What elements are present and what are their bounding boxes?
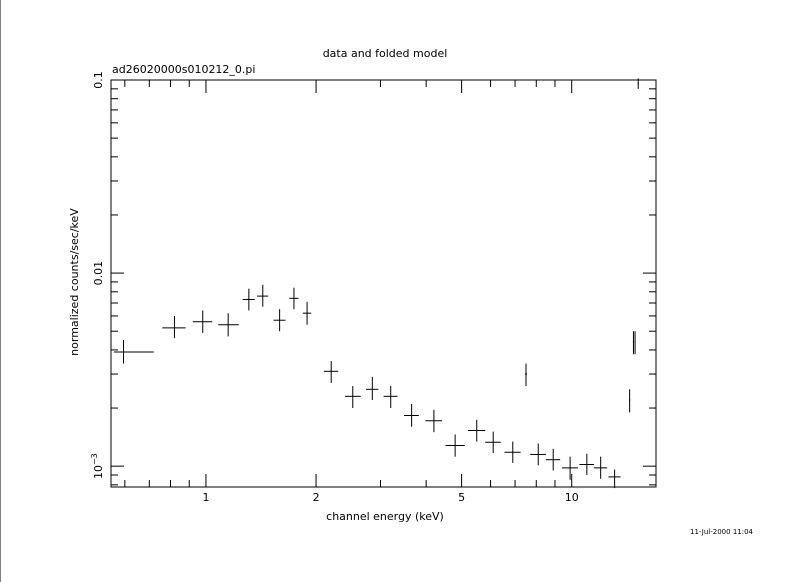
data-point [561, 456, 578, 480]
data-point [629, 389, 631, 413]
data-point [257, 284, 269, 307]
axis-labels: 1 2 5 10 10−3 0.01 0.1 [90, 71, 579, 504]
y-tick-label: 10−3 [90, 453, 105, 479]
data-point [302, 301, 312, 325]
y-tick-exponent: −3 [90, 453, 99, 465]
data-point [504, 441, 521, 463]
data-point [113, 340, 154, 364]
x-tick-label: 5 [458, 491, 465, 504]
data-point [273, 309, 286, 332]
data-point [218, 313, 239, 337]
data-point [637, 78, 639, 89]
x-tick-label: 1 [202, 491, 209, 504]
data-point [545, 448, 561, 471]
data-point [467, 419, 486, 442]
data-point [608, 469, 621, 489]
data-point [366, 376, 379, 401]
data-point [425, 409, 443, 433]
data-point [345, 386, 361, 409]
data-point [634, 331, 636, 355]
data-point [162, 315, 186, 339]
chart-title: data and folded model [323, 47, 448, 60]
data-point [445, 434, 465, 457]
y-tick-label: 0.1 [92, 71, 105, 89]
y-tick-label: 0.01 [92, 261, 105, 286]
axis-ticks [111, 79, 656, 487]
footer-timestamp: 11-Jul-2000 11:04 [690, 528, 754, 536]
data-point [593, 456, 608, 479]
data-point [289, 287, 299, 310]
x-tick-label: 2 [313, 491, 320, 504]
data-point [383, 386, 398, 409]
data-point [485, 431, 501, 453]
data-point [404, 403, 419, 427]
x-tick-label: 10 [565, 491, 579, 504]
data-point [579, 453, 594, 476]
y-axis-label: normalized counts/sec/keV [68, 208, 81, 356]
chart-subtitle: ad26020000s010212_0.pi [112, 63, 255, 76]
data-point [632, 331, 634, 355]
data-point [192, 310, 213, 333]
x-axis-label: channel energy (keV) [326, 510, 444, 523]
data-point [242, 288, 255, 311]
data-points [113, 78, 639, 489]
plot-frame [110, 79, 657, 488]
data-point [524, 363, 528, 387]
data-point [530, 443, 546, 466]
data-point [323, 361, 339, 383]
